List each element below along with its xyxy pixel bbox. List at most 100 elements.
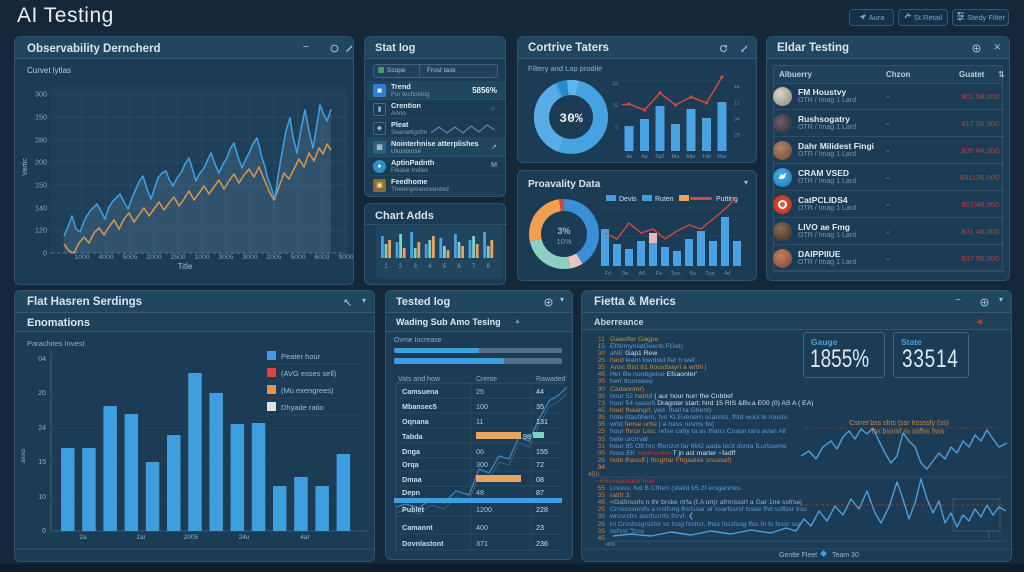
svg-text:2ar: 2ar <box>136 534 146 541</box>
svg-text:5: 5 <box>615 125 618 131</box>
svg-text:06: 06 <box>476 447 484 456</box>
svg-text:Mbansec5: Mbansec5 <box>402 402 437 411</box>
svg-text:Oqnana: Oqnana <box>402 417 430 426</box>
svg-text:2: 2 <box>399 264 403 270</box>
svg-text:Tue: Tue <box>705 271 714 277</box>
svg-text:Publet: Publet <box>402 505 425 514</box>
svg-text:Tabda: Tabda <box>402 432 424 441</box>
svg-text:5000: 5000 <box>290 254 305 261</box>
svg-text:10: 10 <box>612 103 618 109</box>
svg-text:5p2: 5p2 <box>655 154 664 160</box>
svg-text:04: 04 <box>734 117 740 123</box>
svg-text:2000: 2000 <box>146 254 161 261</box>
svg-text:3005: 3005 <box>218 254 233 261</box>
svg-text:Gentle Fleet: Gentle Fleet <box>779 552 817 559</box>
svg-text:0: 0 <box>43 249 47 258</box>
svg-text:Putting: Putting <box>716 196 738 203</box>
svg-text:Title: Title <box>178 262 193 271</box>
svg-text:Fe: Fe <box>656 271 662 277</box>
svg-text:fss bssrsf ss ssffss fsss: fss bssrsf ss ssffss fsss <box>872 429 945 436</box>
svg-text:23: 23 <box>536 523 544 532</box>
svg-text:150: 150 <box>35 181 47 190</box>
svg-text:5: 5 <box>443 264 447 270</box>
svg-text:29: 29 <box>734 133 740 139</box>
svg-text:98: 98 <box>523 432 531 441</box>
svg-text:Dhyade ratio: Dhyade ratio <box>281 403 324 412</box>
svg-text:1000: 1000 <box>74 254 89 261</box>
svg-text:12: 12 <box>734 101 740 107</box>
svg-text:30%: 30% <box>559 111 583 126</box>
svg-text:A0: A0 <box>639 271 646 277</box>
svg-text:7: 7 <box>472 264 476 270</box>
svg-text:Dmaa: Dmaa <box>402 475 423 484</box>
svg-text:2005: 2005 <box>184 534 199 541</box>
svg-text:Camannt: Camannt <box>402 523 433 532</box>
svg-text:140: 140 <box>35 204 47 213</box>
svg-text:400: 400 <box>606 542 615 548</box>
svg-text:5un: 5un <box>671 271 680 277</box>
svg-text:Csrret bss shts (ssr Irssssfy: Csrret bss shts (ssr Irssssfy (ss) <box>849 420 949 427</box>
svg-text:Ruten: Ruten <box>655 196 674 203</box>
svg-text:Dovnlastont: Dovnlastont <box>402 539 444 548</box>
svg-text:15: 15 <box>612 81 618 87</box>
svg-text:35: 35 <box>536 402 544 411</box>
svg-text:9000: 9000 <box>338 254 353 261</box>
svg-text:Devis: Devis <box>619 196 637 203</box>
svg-text:280: 280 <box>35 136 47 145</box>
svg-text:10%: 10% <box>556 237 571 246</box>
svg-text:228: 228 <box>536 505 548 514</box>
svg-text:Mpr: Mpr <box>686 154 696 160</box>
svg-text:Fri: Fri <box>605 271 611 277</box>
svg-text:Camsuena: Camsuena <box>402 387 439 396</box>
svg-text:2a: 2a <box>79 534 87 541</box>
svg-text:371: 371 <box>476 539 488 548</box>
svg-text:8: 8 <box>487 264 491 270</box>
svg-text:1000: 1000 <box>194 254 209 261</box>
svg-text:axxo: axxo <box>20 449 27 463</box>
svg-text:5u: 5u <box>690 271 696 277</box>
svg-text:4ar: 4ar <box>300 534 310 541</box>
svg-text:1: 1 <box>384 264 388 270</box>
svg-text:236: 236 <box>536 539 548 548</box>
svg-text:4: 4 <box>428 264 432 270</box>
svg-text:04: 04 <box>38 356 46 363</box>
svg-text:20: 20 <box>38 390 46 397</box>
svg-text:9a: 9a <box>622 271 629 277</box>
svg-text:155: 155 <box>536 447 548 456</box>
svg-text:3: 3 <box>414 264 418 270</box>
svg-text:2005: 2005 <box>266 254 281 261</box>
svg-text:1200: 1200 <box>476 505 492 514</box>
svg-text:Tde: Tde <box>702 154 711 160</box>
svg-text:4d: 4d <box>724 271 730 277</box>
svg-text:Dnga: Dnga <box>402 447 421 456</box>
svg-text:08: 08 <box>536 475 544 484</box>
svg-text:400: 400 <box>476 523 488 532</box>
svg-text:25: 25 <box>476 387 484 396</box>
svg-text:5005: 5005 <box>122 254 137 261</box>
svg-text:4a: 4a <box>626 154 633 160</box>
svg-text:120: 120 <box>35 226 47 235</box>
svg-text:6003: 6003 <box>314 254 329 261</box>
svg-text:(AVG esses sell): (AVG esses sell) <box>281 369 337 378</box>
svg-text:Peater hour: Peater hour <box>281 352 321 361</box>
svg-text:10: 10 <box>38 494 46 501</box>
svg-text:Ma: Ma <box>672 154 681 160</box>
svg-text:15: 15 <box>38 459 46 466</box>
svg-text:2500: 2500 <box>170 254 185 261</box>
svg-text:Mar: Mar <box>717 154 727 160</box>
svg-text:44: 44 <box>536 387 544 396</box>
svg-text:44: 44 <box>734 85 740 91</box>
svg-text:3000: 3000 <box>242 254 257 261</box>
svg-text:Team 30: Team 30 <box>832 552 859 559</box>
svg-text:100: 100 <box>476 402 488 411</box>
svg-text:48: 48 <box>476 488 484 497</box>
svg-text:150: 150 <box>35 113 47 122</box>
svg-text:4000: 4000 <box>98 254 113 261</box>
svg-text:24: 24 <box>38 425 46 432</box>
svg-text:87: 87 <box>536 488 544 497</box>
svg-text:11: 11 <box>476 417 483 426</box>
svg-text:300: 300 <box>476 460 488 469</box>
svg-text:300: 300 <box>35 90 47 99</box>
svg-text:Orqa: Orqa <box>402 460 420 469</box>
svg-text:Depn: Depn <box>402 488 420 497</box>
